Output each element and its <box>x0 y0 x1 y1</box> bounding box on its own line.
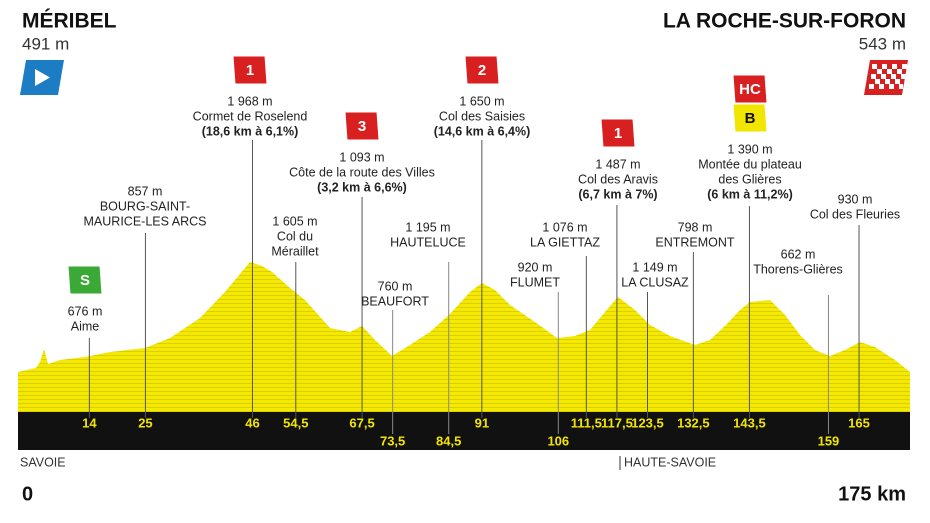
poi-altitude: 1 650 m <box>459 94 504 108</box>
poi-altitude: 1 093 m <box>339 150 384 164</box>
poi-altitude: 920 m <box>518 260 553 274</box>
poi-name: Aime <box>71 319 100 333</box>
category-badge <box>464 55 500 85</box>
region-label: SAVOIE <box>20 455 66 469</box>
poi-altitude: 798 m <box>678 220 713 234</box>
poi-altitude: 930 m <box>838 192 873 206</box>
km-label: 123,5 <box>631 415 664 430</box>
badge-label: B <box>745 110 756 127</box>
km-label: 106 <box>547 433 569 448</box>
finish-altitude: 543 m <box>859 34 906 53</box>
km-label: 165 <box>848 415 870 430</box>
distance-band <box>18 412 910 450</box>
poi-climb: (14,6 km à 6,4%) <box>434 124 531 138</box>
start-altitude: 491 m <box>22 34 69 53</box>
poi-climb: (6,7 km à 7%) <box>578 187 657 201</box>
elevation-profile <box>18 262 910 412</box>
poi-altitude: 1 195 m <box>405 220 450 234</box>
finish-name: LA ROCHE-SUR-FORON <box>663 10 906 33</box>
region-label: HAUTE-SAVOIE <box>624 455 716 469</box>
category-badge <box>67 265 103 295</box>
poi-altitude: 760 m <box>378 279 413 293</box>
poi-climb: (18,6 km à 6,1%) <box>202 124 299 138</box>
category-badge <box>600 118 636 148</box>
poi-name: Col du <box>277 229 313 243</box>
poi-altitude: 676 m <box>68 304 103 318</box>
poi-name: Thorens-Glières <box>753 262 843 276</box>
badge-label: 1 <box>246 62 254 79</box>
category-badge <box>232 55 268 85</box>
poi-name: Col des Aravis <box>578 172 658 186</box>
poi-name: FLUMET <box>510 275 560 289</box>
poi-altitude: 1 076 m <box>542 220 587 234</box>
poi-name: LA CLUSAZ <box>621 275 689 289</box>
km-label: 73,5 <box>380 433 405 448</box>
poi-name: Méraillet <box>271 244 319 258</box>
km-label: 159 <box>818 433 840 448</box>
badge-label: S <box>80 272 90 289</box>
badge-label: 2 <box>478 62 486 79</box>
km-label: 132,5 <box>677 415 710 430</box>
poi-name: BOURG-SAINT- <box>100 199 190 213</box>
poi-name: Montée du plateau <box>698 157 802 171</box>
badge-label: HC <box>739 81 761 98</box>
category-badge <box>344 111 380 141</box>
x-start-label: 0 <box>22 483 33 505</box>
poi-climb: (6 km à 11,2%) <box>707 187 792 201</box>
poi-altitude: 662 m <box>781 247 816 261</box>
poi-altitude: 1 487 m <box>595 157 640 171</box>
poi-name: MAURICE-LES ARCS <box>84 214 207 228</box>
poi-altitude: 1 605 m <box>272 214 317 228</box>
km-label: 14 <box>82 415 97 430</box>
poi-altitude: 1 390 m <box>727 142 772 156</box>
poi-altitude: 857 m <box>128 184 163 198</box>
start-flag <box>20 60 64 95</box>
badge-label: 3 <box>358 118 366 135</box>
category-badge <box>732 74 768 104</box>
poi-name: HAUTELUCE <box>390 235 466 249</box>
poi-name: LA GIETTAZ <box>530 235 600 249</box>
poi-name: ENTREMONT <box>655 235 735 249</box>
km-label: 91 <box>475 415 489 430</box>
poi-name: des Glières <box>718 172 781 186</box>
poi-name: BEAUFORT <box>361 294 429 308</box>
finish-flag <box>864 60 908 95</box>
km-label: 84,5 <box>436 433 461 448</box>
poi-name: Cormet de Roselend <box>193 109 308 123</box>
poi-name: Col des Fleuries <box>810 207 900 221</box>
poi-name: Col des Saisies <box>439 109 525 123</box>
km-label: 67,5 <box>349 415 374 430</box>
badge-label: 1 <box>614 125 622 142</box>
poi-name: Côte de la route des Villes <box>289 165 435 179</box>
km-label: 46 <box>245 415 259 430</box>
start-name: MÉRIBEL <box>22 10 117 33</box>
poi-altitude: 1 968 m <box>227 94 272 108</box>
km-label: 143,5 <box>733 415 766 430</box>
km-label: 54,5 <box>283 415 308 430</box>
km-label: 117,5 <box>601 415 633 430</box>
category-badge <box>732 103 768 133</box>
km-label: 25 <box>138 415 152 430</box>
x-end-label: 175 km <box>838 483 906 505</box>
poi-altitude: 1 149 m <box>632 260 677 274</box>
km-label: 111,5 <box>571 415 602 430</box>
poi-climb: (3,2 km à 6,6%) <box>317 180 407 194</box>
